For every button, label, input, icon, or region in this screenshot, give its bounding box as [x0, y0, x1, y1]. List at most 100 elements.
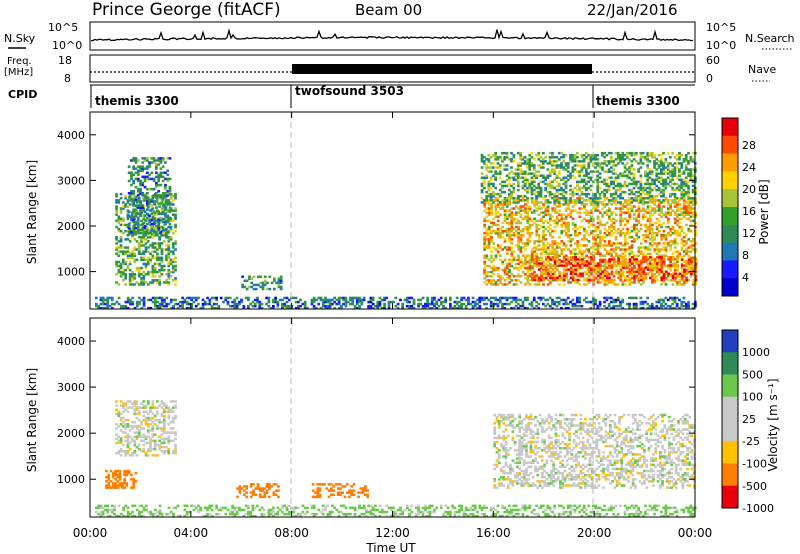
- power-cell: [512, 306, 516, 310]
- power-cell: [526, 162, 529, 165]
- power-cell: [165, 244, 168, 247]
- power-cell: [524, 217, 527, 221]
- power-cell: [612, 162, 615, 165]
- power-cell: [132, 192, 135, 195]
- power-cell: [594, 162, 597, 165]
- power-cell: [628, 207, 632, 210]
- power-cell: [585, 254, 588, 257]
- power-cell: [594, 244, 598, 247]
- power-cell: [648, 188, 652, 192]
- power-cell: [558, 205, 561, 208]
- power-cell: [494, 176, 497, 179]
- power-cell: [169, 270, 173, 274]
- power-cell: [130, 177, 133, 181]
- power-cell: [548, 186, 552, 190]
- power-cell: [544, 156, 547, 159]
- power-cell: [174, 266, 177, 270]
- freq-label: Freq.: [7, 56, 32, 67]
- power-cell: [666, 176, 670, 179]
- power-cell: [605, 188, 609, 192]
- power-cell: [594, 154, 597, 157]
- power-cell: [164, 171, 167, 174]
- cpid-segment-2: twofsound 3503: [295, 84, 404, 98]
- power-cell: [621, 244, 625, 247]
- power-cell: [169, 300, 173, 304]
- power-cell: [614, 246, 618, 249]
- power-cell: [537, 248, 541, 251]
- power-cell: [641, 162, 645, 165]
- power-cell: [517, 197, 520, 200]
- power-cell: [560, 298, 563, 302]
- power-cell: [549, 231, 552, 235]
- power-cell: [635, 182, 638, 186]
- power-cell: [119, 209, 123, 212]
- power-cell: [146, 200, 149, 203]
- power-cell: [510, 273, 514, 276]
- power-cell: [630, 201, 634, 204]
- power-cell: [662, 188, 665, 192]
- power-cell: [549, 223, 552, 227]
- power-cell: [494, 192, 497, 196]
- power-cell: [658, 268, 661, 271]
- power-cell: [510, 213, 514, 216]
- power-cell: [137, 283, 141, 286]
- power-cell: [566, 162, 570, 165]
- power-cell: [594, 262, 598, 265]
- power-cell: [598, 300, 602, 304]
- power-cell: [537, 238, 541, 241]
- power-cell: [565, 266, 568, 269]
- power-cell: [648, 197, 652, 200]
- power-cell: [485, 264, 489, 268]
- power-cell: [569, 256, 573, 259]
- power-cell: [594, 252, 598, 255]
- power-cell: [508, 296, 511, 300]
- power-cell: [671, 199, 675, 202]
- power-cell: [517, 279, 520, 282]
- power-cell: [631, 276, 634, 280]
- power-cell: [547, 278, 550, 282]
- power-cell: [664, 225, 668, 229]
- power-cell: [671, 278, 675, 282]
- power-cell: [565, 262, 568, 265]
- power-cell: [526, 277, 530, 280]
- power-cell: [560, 186, 563, 190]
- power-cell: [147, 260, 150, 264]
- power-cell: [526, 275, 530, 278]
- power-cell: [122, 205, 125, 208]
- power-cell: [277, 277, 281, 280]
- power-cell: [137, 252, 141, 255]
- power-cell: [119, 262, 123, 266]
- power-cell: [651, 223, 654, 227]
- power-cell: [328, 298, 332, 302]
- power-cell: [494, 296, 497, 300]
- power-cell: [119, 192, 123, 196]
- power-cell: [521, 170, 525, 173]
- power-cell: [610, 258, 614, 261]
- power-cell: [587, 260, 591, 264]
- power-cell: [612, 221, 616, 225]
- power-cell: [685, 264, 688, 268]
- power-cell: [519, 172, 522, 175]
- power-cell: [517, 306, 520, 310]
- power-cell: [598, 176, 602, 179]
- power-cell: [138, 296, 141, 300]
- power-cell: [151, 264, 155, 268]
- power-cell: [608, 264, 611, 268]
- power-cell: [682, 240, 686, 243]
- power-cell: [532, 199, 536, 202]
- power-cell: [678, 252, 682, 255]
- power-cell: [517, 254, 520, 257]
- power-cell: [680, 164, 684, 167]
- power-cell: [660, 275, 663, 278]
- power-cell: [678, 217, 682, 221]
- power-cell: [515, 234, 518, 237]
- power-cell: [653, 264, 657, 267]
- power-cell: [521, 217, 525, 221]
- power-cell: [215, 302, 218, 306]
- power-cell: [673, 213, 677, 216]
- power-cell: [692, 273, 695, 276]
- power-cell: [674, 266, 677, 269]
- power-cell: [564, 234, 568, 237]
- power-cell: [630, 166, 634, 169]
- power-cell: [630, 296, 634, 300]
